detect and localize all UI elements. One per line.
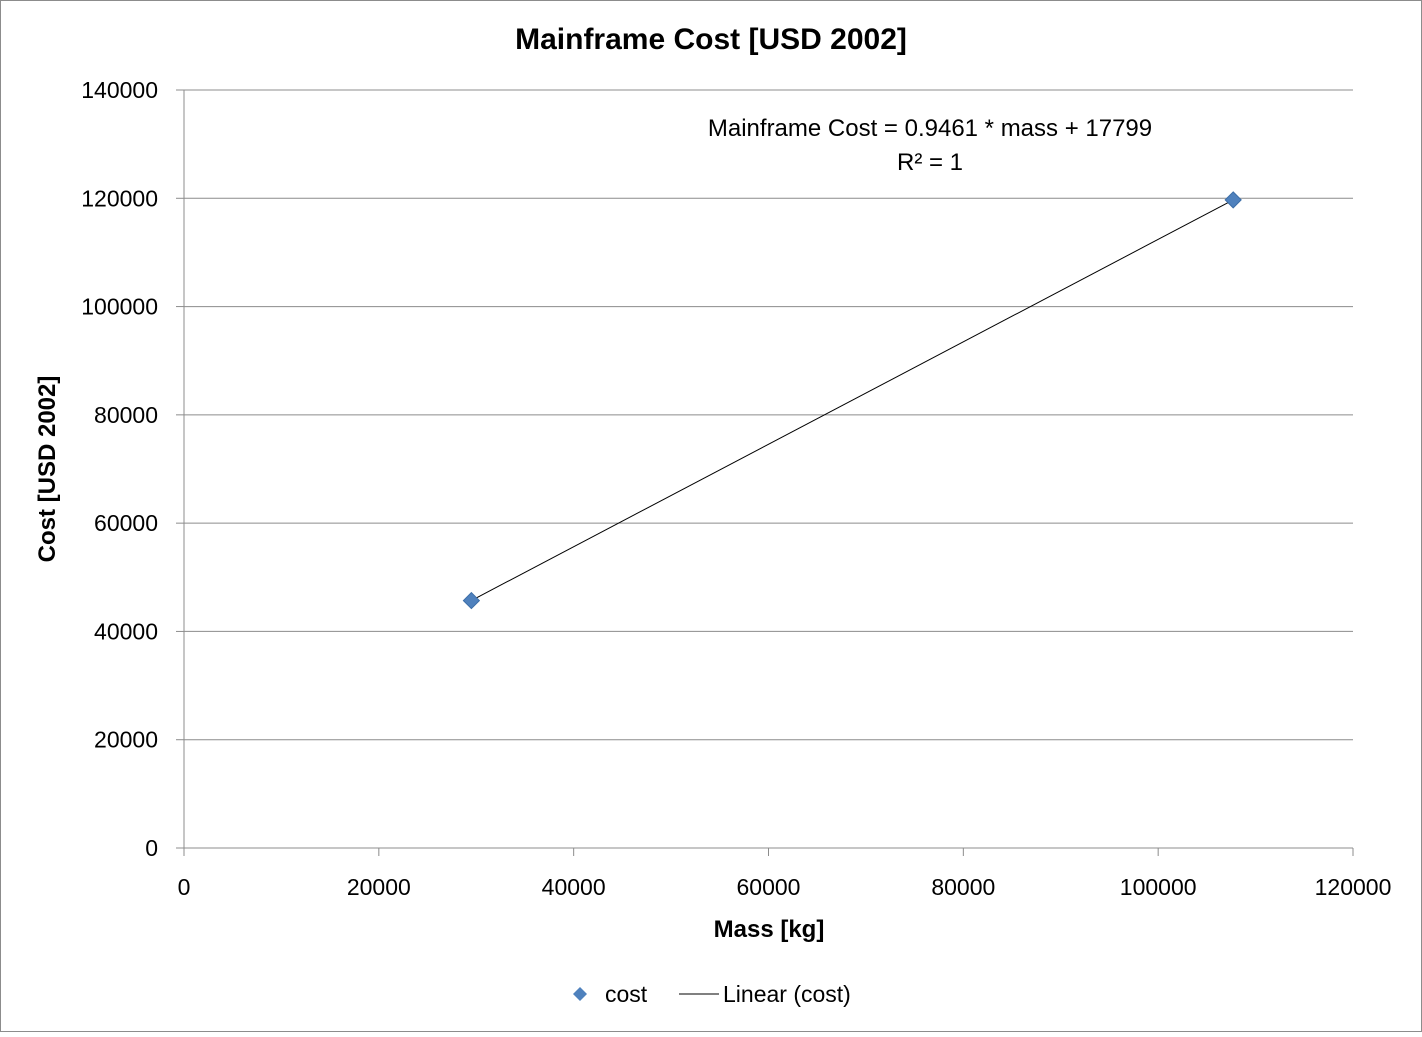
x-tick-label: 40000 [542, 874, 606, 900]
x-axis-title: Mass [kg] [714, 916, 825, 943]
y-tick-label: 60000 [94, 510, 158, 536]
trendline-equation: Mainframe Cost = 0.9461 * mass + 17799 [708, 115, 1152, 142]
trendline-r-squared: R² = 1 [897, 149, 963, 176]
legend-label-trendline: Linear (cost) [723, 981, 851, 1007]
y-tick-label: 100000 [81, 294, 158, 320]
legend-marker-cost [573, 987, 587, 1001]
data-point [462, 591, 481, 610]
chart-title: Mainframe Cost [USD 2002] [515, 23, 907, 56]
y-tick-label: 80000 [94, 402, 158, 428]
y-tick-labels: 0 20000 40000 60000 80000 100000 120000 140000 [81, 77, 158, 861]
x-tick-labels: 0 20000 40000 60000 80000 100000 120000 [178, 874, 1392, 900]
legend: cost Linear (cost) [573, 981, 851, 1007]
y-tick-label: 20000 [94, 727, 158, 753]
y-tick-label: 0 [145, 835, 158, 861]
legend-label-cost: cost [605, 981, 648, 1007]
trendline-layer [471, 199, 1234, 601]
y-tick-label: 140000 [81, 77, 158, 103]
data-points [462, 191, 1242, 610]
y-tick-label: 40000 [94, 618, 158, 644]
trendline [471, 199, 1234, 601]
x-tick-label: 60000 [737, 874, 801, 900]
x-tick-label: 120000 [1315, 874, 1392, 900]
y-tick-label: 120000 [81, 185, 158, 211]
x-tick-label: 100000 [1120, 874, 1197, 900]
y-axis-title: Cost [USD 2002] [34, 376, 61, 563]
x-tick-label: 80000 [931, 874, 995, 900]
x-tick-label: 0 [178, 874, 191, 900]
data-point [1224, 191, 1242, 209]
axes [176, 89, 1354, 856]
x-tick-label: 20000 [347, 874, 411, 900]
gridlines [184, 89, 1353, 741]
